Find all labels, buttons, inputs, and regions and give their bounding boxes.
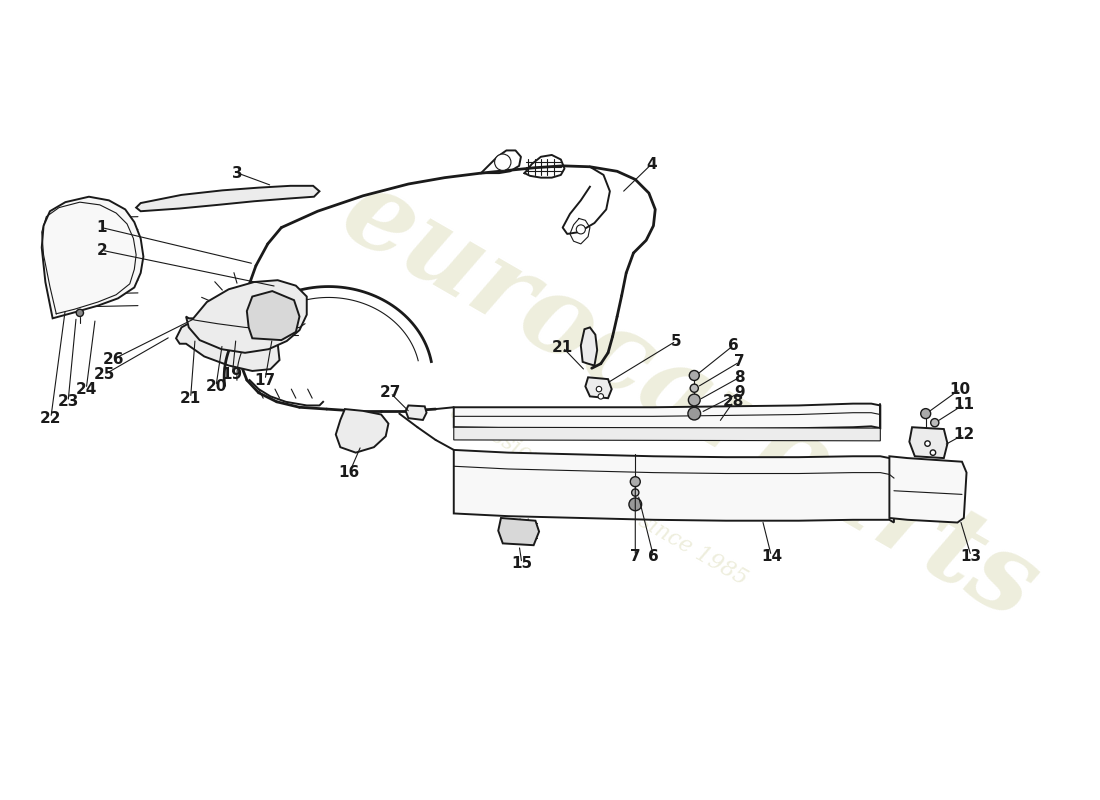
Circle shape xyxy=(576,225,585,234)
Text: 28: 28 xyxy=(723,394,744,410)
Text: a passion for parts since 1985: a passion for parts since 1985 xyxy=(447,401,751,590)
Text: 23: 23 xyxy=(57,394,79,410)
Circle shape xyxy=(631,489,639,496)
Circle shape xyxy=(76,310,84,317)
Text: 21: 21 xyxy=(552,340,573,355)
Text: 10: 10 xyxy=(949,382,970,397)
Polygon shape xyxy=(454,404,880,429)
Text: 16: 16 xyxy=(339,465,360,480)
Circle shape xyxy=(598,394,604,399)
Polygon shape xyxy=(246,291,299,340)
Polygon shape xyxy=(910,427,947,458)
Text: 11: 11 xyxy=(954,397,975,412)
Polygon shape xyxy=(336,409,388,453)
Polygon shape xyxy=(585,378,612,398)
Text: 22: 22 xyxy=(40,410,62,426)
Circle shape xyxy=(925,441,931,446)
Text: 7: 7 xyxy=(735,354,745,370)
Polygon shape xyxy=(454,450,894,522)
Polygon shape xyxy=(454,427,880,441)
Text: 7: 7 xyxy=(630,549,640,563)
Text: 15: 15 xyxy=(512,556,532,571)
Text: 21: 21 xyxy=(180,390,201,406)
Text: 20: 20 xyxy=(206,379,227,394)
Text: 1: 1 xyxy=(97,220,107,235)
Circle shape xyxy=(629,498,641,510)
Text: 14: 14 xyxy=(761,549,782,563)
Circle shape xyxy=(630,477,640,486)
Text: 17: 17 xyxy=(254,373,276,387)
Circle shape xyxy=(931,418,939,426)
Circle shape xyxy=(596,386,602,392)
Circle shape xyxy=(690,370,700,381)
Polygon shape xyxy=(890,456,967,522)
Text: 9: 9 xyxy=(735,386,745,400)
Polygon shape xyxy=(42,197,143,318)
Circle shape xyxy=(690,384,698,392)
Circle shape xyxy=(921,409,931,418)
Text: 13: 13 xyxy=(960,549,981,563)
Polygon shape xyxy=(581,327,597,366)
Text: 8: 8 xyxy=(735,370,745,385)
Polygon shape xyxy=(186,280,307,353)
Text: 24: 24 xyxy=(76,382,97,397)
Polygon shape xyxy=(136,186,319,211)
Text: eurocarparts: eurocarparts xyxy=(323,158,1056,642)
Polygon shape xyxy=(498,518,539,546)
Circle shape xyxy=(931,450,936,455)
Text: 4: 4 xyxy=(647,157,657,171)
Text: 19: 19 xyxy=(222,367,243,382)
Circle shape xyxy=(689,394,701,406)
Circle shape xyxy=(495,154,510,170)
Text: 25: 25 xyxy=(94,367,115,382)
Polygon shape xyxy=(406,406,427,420)
Polygon shape xyxy=(176,314,279,371)
Text: 12: 12 xyxy=(954,427,975,442)
Text: 6: 6 xyxy=(648,549,659,563)
Text: 2: 2 xyxy=(97,242,107,258)
Text: 27: 27 xyxy=(379,386,400,400)
Text: 5: 5 xyxy=(671,334,681,349)
Text: 26: 26 xyxy=(102,352,124,366)
Text: 6: 6 xyxy=(728,338,739,353)
Circle shape xyxy=(688,407,701,420)
Text: 3: 3 xyxy=(232,166,243,181)
